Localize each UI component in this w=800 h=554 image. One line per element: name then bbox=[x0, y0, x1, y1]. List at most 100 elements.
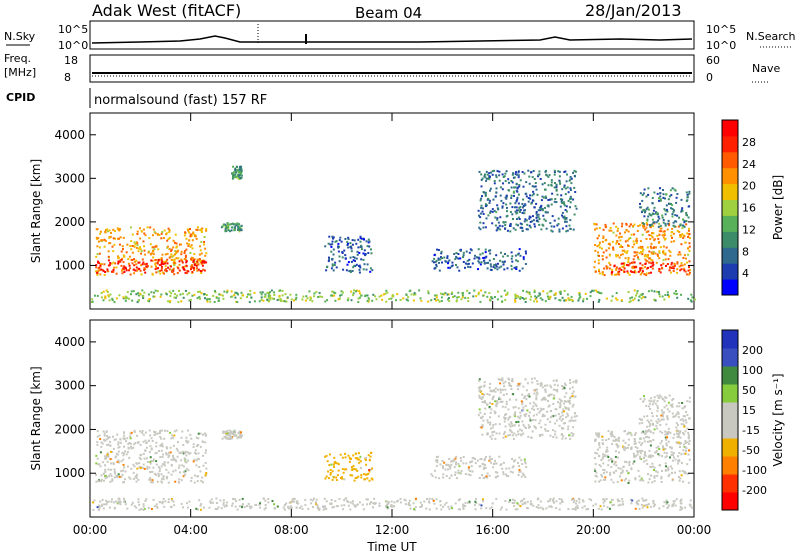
echo-cell bbox=[165, 232, 168, 235]
echo-cell bbox=[266, 298, 269, 301]
echo-cell bbox=[294, 298, 297, 301]
echo-cell bbox=[130, 290, 133, 293]
echo-cell bbox=[647, 208, 650, 211]
echo-cell bbox=[480, 504, 483, 507]
echo-cell bbox=[458, 269, 461, 272]
echo-cell bbox=[489, 401, 491, 404]
echo-cell bbox=[674, 504, 677, 507]
echo-cell bbox=[523, 413, 526, 416]
echo-cell bbox=[517, 382, 520, 385]
echo-cell bbox=[128, 476, 131, 479]
echo-cell bbox=[678, 446, 681, 448]
echo-cell bbox=[490, 458, 493, 460]
echo-cell bbox=[169, 431, 172, 434]
echo-cell bbox=[616, 439, 619, 442]
echo-cell bbox=[390, 297, 393, 300]
echo-cell bbox=[353, 264, 356, 267]
echo-cell bbox=[501, 206, 504, 209]
echo-cell bbox=[203, 243, 205, 246]
echo-cell bbox=[584, 292, 587, 295]
echo-cell bbox=[618, 273, 621, 276]
echo-cell bbox=[546, 384, 549, 387]
echo-cell bbox=[537, 220, 540, 223]
echo-cell bbox=[124, 478, 126, 481]
echo-cell bbox=[518, 206, 521, 209]
echo-cell bbox=[484, 291, 487, 294]
echo-cell bbox=[517, 296, 520, 299]
echo-cell bbox=[162, 478, 165, 481]
echo-cell bbox=[527, 507, 529, 510]
echo-cell bbox=[478, 214, 480, 217]
echo-cell bbox=[511, 471, 514, 474]
echo-cell bbox=[101, 442, 104, 445]
echo-cell bbox=[239, 433, 242, 436]
echo-cell bbox=[519, 254, 522, 257]
echo-cell bbox=[499, 389, 502, 392]
echo-cell bbox=[486, 419, 489, 422]
echo-cell bbox=[464, 266, 466, 269]
echo-cell bbox=[326, 265, 329, 268]
echo-cell bbox=[598, 455, 601, 458]
echo-cell bbox=[451, 460, 454, 463]
echo-cell bbox=[578, 293, 581, 296]
echo-cell bbox=[156, 233, 159, 236]
echo-cell bbox=[680, 264, 683, 267]
echo-cell bbox=[166, 447, 168, 450]
echo-cell bbox=[610, 457, 612, 460]
echo-cell bbox=[315, 503, 318, 506]
echo-cell bbox=[569, 219, 572, 222]
echo-cell bbox=[368, 245, 371, 248]
echo-cell bbox=[233, 228, 236, 231]
echo-cell bbox=[190, 265, 193, 268]
echo-cell bbox=[485, 170, 488, 173]
echo-cell bbox=[469, 474, 472, 477]
echo-cell bbox=[133, 429, 136, 432]
echo-cell bbox=[678, 460, 681, 463]
echo-cell bbox=[148, 478, 151, 481]
echo-cell bbox=[616, 498, 619, 501]
echo-cell bbox=[349, 256, 352, 259]
echo-cell bbox=[168, 248, 171, 251]
echo-cell bbox=[559, 502, 562, 505]
echo-cell bbox=[533, 223, 536, 226]
echo-cell bbox=[348, 456, 351, 459]
echo-cell bbox=[171, 271, 174, 273]
colorbar-tick-label: 24 bbox=[742, 158, 756, 171]
echo-cell bbox=[110, 462, 113, 465]
echo-cell bbox=[656, 253, 659, 256]
echo-cell bbox=[329, 243, 332, 246]
echo-cell bbox=[330, 267, 333, 270]
echo-cell bbox=[369, 502, 371, 505]
echo-cell bbox=[136, 462, 139, 465]
echo-cell bbox=[647, 481, 650, 484]
echo-cell bbox=[656, 427, 659, 430]
echo-cell bbox=[146, 467, 149, 470]
echo-cell bbox=[511, 181, 514, 184]
echo-cell bbox=[254, 504, 257, 506]
echo-cell bbox=[170, 437, 173, 440]
echo-cell bbox=[167, 501, 170, 504]
echo-cell bbox=[637, 503, 640, 506]
echo-cell bbox=[106, 268, 109, 271]
echo-cell bbox=[393, 501, 396, 504]
echo-cell bbox=[273, 291, 276, 294]
echo-cell bbox=[418, 289, 421, 292]
echo-cell bbox=[160, 269, 163, 272]
echo-cell bbox=[293, 497, 296, 500]
echo-cell bbox=[312, 506, 314, 508]
echo-cell bbox=[523, 220, 526, 223]
echo-cell bbox=[358, 264, 361, 267]
echo-cell bbox=[267, 501, 270, 504]
echo-cell bbox=[121, 451, 124, 454]
echo-cell bbox=[505, 393, 508, 396]
echo-cell bbox=[503, 289, 506, 292]
echo-cell bbox=[613, 439, 616, 442]
echo-cell bbox=[569, 197, 571, 200]
echo-cell bbox=[681, 470, 684, 472]
echo-cell bbox=[642, 248, 645, 251]
echo-cell bbox=[565, 392, 568, 395]
echo-cell bbox=[102, 461, 105, 464]
echo-cell bbox=[464, 501, 467, 504]
echo-cell bbox=[647, 473, 649, 476]
echo-cell bbox=[355, 468, 358, 471]
